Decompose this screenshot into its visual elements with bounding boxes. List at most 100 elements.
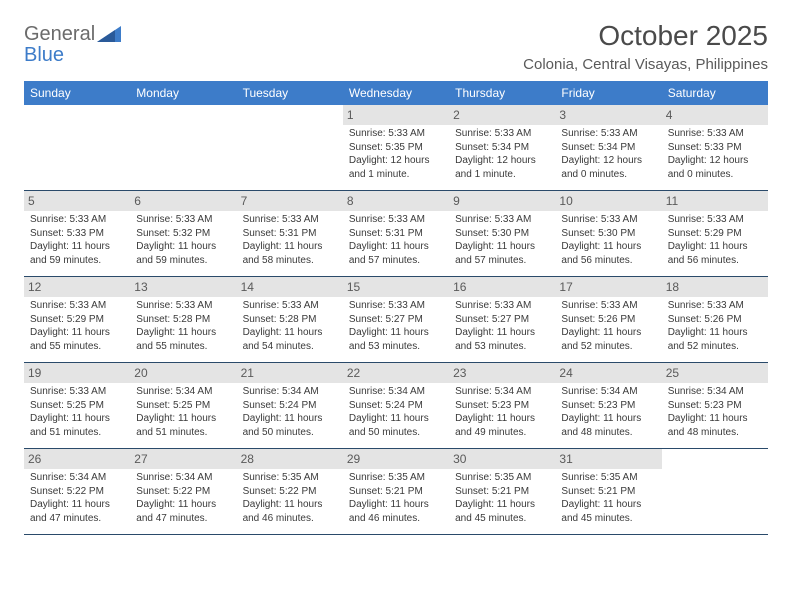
sunset-text: Sunset: 5:32 PM [136, 227, 230, 241]
sunrise-text: Sunrise: 5:33 AM [136, 213, 230, 227]
day-number: 16 [449, 277, 555, 297]
cell-body: Sunrise: 5:33 AMSunset: 5:26 PMDaylight:… [559, 299, 657, 353]
cell-body: Sunrise: 5:34 AMSunset: 5:24 PMDaylight:… [347, 385, 445, 439]
daylight-text: Daylight: 11 hours and 49 minutes. [455, 412, 549, 439]
calendar-week-row: 19Sunrise: 5:33 AMSunset: 5:25 PMDayligh… [24, 363, 768, 449]
sunrise-text: Sunrise: 5:33 AM [561, 213, 655, 227]
cell-body: Sunrise: 5:33 AMSunset: 5:25 PMDaylight:… [28, 385, 126, 439]
day-number: 12 [24, 277, 130, 297]
calendar-cell: 12Sunrise: 5:33 AMSunset: 5:29 PMDayligh… [24, 277, 130, 363]
day-number: 25 [662, 363, 768, 383]
day-number [130, 105, 236, 125]
cell-body: Sunrise: 5:35 AMSunset: 5:21 PMDaylight:… [347, 471, 445, 525]
dow-thursday: Thursday [449, 81, 555, 105]
daylight-text: Daylight: 11 hours and 53 minutes. [455, 326, 549, 353]
sunrise-text: Sunrise: 5:33 AM [455, 127, 549, 141]
cell-body: Sunrise: 5:33 AMSunset: 5:29 PMDaylight:… [666, 213, 764, 267]
day-number: 1 [343, 105, 449, 125]
day-number: 11 [662, 191, 768, 211]
day-number: 15 [343, 277, 449, 297]
daylight-text: Daylight: 11 hours and 46 minutes. [349, 498, 443, 525]
cell-body: Sunrise: 5:33 AMSunset: 5:35 PMDaylight:… [347, 127, 445, 181]
calendar-cell: 21Sunrise: 5:34 AMSunset: 5:24 PMDayligh… [237, 363, 343, 449]
sunset-text: Sunset: 5:26 PM [668, 313, 762, 327]
sunrise-text: Sunrise: 5:33 AM [349, 127, 443, 141]
calendar-cell: 22Sunrise: 5:34 AMSunset: 5:24 PMDayligh… [343, 363, 449, 449]
daylight-text: Daylight: 11 hours and 45 minutes. [561, 498, 655, 525]
calendar-cell: 11Sunrise: 5:33 AMSunset: 5:29 PMDayligh… [662, 191, 768, 277]
sunset-text: Sunset: 5:21 PM [349, 485, 443, 499]
sunrise-text: Sunrise: 5:35 AM [349, 471, 443, 485]
sunset-text: Sunset: 5:29 PM [668, 227, 762, 241]
cell-body: Sunrise: 5:34 AMSunset: 5:24 PMDaylight:… [241, 385, 339, 439]
calendar-cell: 15Sunrise: 5:33 AMSunset: 5:27 PMDayligh… [343, 277, 449, 363]
sunrise-text: Sunrise: 5:33 AM [30, 299, 124, 313]
cell-body: Sunrise: 5:33 AMSunset: 5:26 PMDaylight:… [666, 299, 764, 353]
sunrise-text: Sunrise: 5:33 AM [349, 299, 443, 313]
calendar-cell: 19Sunrise: 5:33 AMSunset: 5:25 PMDayligh… [24, 363, 130, 449]
calendar-cell: 31Sunrise: 5:35 AMSunset: 5:21 PMDayligh… [555, 449, 661, 535]
daylight-text: Daylight: 11 hours and 59 minutes. [136, 240, 230, 267]
calendar-cell: 13Sunrise: 5:33 AMSunset: 5:28 PMDayligh… [130, 277, 236, 363]
day-number: 18 [662, 277, 768, 297]
cell-body: Sunrise: 5:34 AMSunset: 5:23 PMDaylight:… [559, 385, 657, 439]
dow-sunday: Sunday [24, 81, 130, 105]
daylight-text: Daylight: 12 hours and 0 minutes. [561, 154, 655, 181]
day-number: 21 [237, 363, 343, 383]
month-title: October 2025 [523, 20, 768, 52]
calendar-week-row: 26Sunrise: 5:34 AMSunset: 5:22 PMDayligh… [24, 449, 768, 535]
calendar-cell: 26Sunrise: 5:34 AMSunset: 5:22 PMDayligh… [24, 449, 130, 535]
daylight-text: Daylight: 11 hours and 45 minutes. [455, 498, 549, 525]
daylight-text: Daylight: 11 hours and 50 minutes. [349, 412, 443, 439]
cell-body: Sunrise: 5:33 AMSunset: 5:32 PMDaylight:… [134, 213, 232, 267]
sunset-text: Sunset: 5:27 PM [455, 313, 549, 327]
day-number [662, 449, 768, 469]
calendar-cell: 14Sunrise: 5:33 AMSunset: 5:28 PMDayligh… [237, 277, 343, 363]
sunset-text: Sunset: 5:25 PM [136, 399, 230, 413]
daylight-text: Daylight: 11 hours and 55 minutes. [136, 326, 230, 353]
sunset-text: Sunset: 5:34 PM [561, 141, 655, 155]
sunset-text: Sunset: 5:33 PM [668, 141, 762, 155]
logo-text: General Blue [24, 24, 95, 66]
daylight-text: Daylight: 11 hours and 53 minutes. [349, 326, 443, 353]
calendar-cell: 3Sunrise: 5:33 AMSunset: 5:34 PMDaylight… [555, 105, 661, 191]
daylight-text: Daylight: 11 hours and 47 minutes. [30, 498, 124, 525]
sunset-text: Sunset: 5:35 PM [349, 141, 443, 155]
sunset-text: Sunset: 5:22 PM [30, 485, 124, 499]
day-number: 20 [130, 363, 236, 383]
cell-body: Sunrise: 5:33 AMSunset: 5:27 PMDaylight:… [453, 299, 551, 353]
sunset-text: Sunset: 5:29 PM [30, 313, 124, 327]
daylight-text: Daylight: 11 hours and 47 minutes. [136, 498, 230, 525]
sunset-text: Sunset: 5:21 PM [561, 485, 655, 499]
cell-body: Sunrise: 5:33 AMSunset: 5:33 PMDaylight:… [666, 127, 764, 181]
calendar-cell: 7Sunrise: 5:33 AMSunset: 5:31 PMDaylight… [237, 191, 343, 277]
sunset-text: Sunset: 5:22 PM [136, 485, 230, 499]
day-number: 14 [237, 277, 343, 297]
calendar-cell [237, 105, 343, 191]
cell-body: Sunrise: 5:33 AMSunset: 5:31 PMDaylight:… [347, 213, 445, 267]
daylight-text: Daylight: 11 hours and 51 minutes. [136, 412, 230, 439]
sunset-text: Sunset: 5:25 PM [30, 399, 124, 413]
sunrise-text: Sunrise: 5:33 AM [30, 213, 124, 227]
logo: General Blue [24, 20, 121, 66]
day-number: 22 [343, 363, 449, 383]
day-number: 8 [343, 191, 449, 211]
header: General Blue October 2025 Colonia, Centr… [24, 20, 768, 73]
calendar-cell: 25Sunrise: 5:34 AMSunset: 5:23 PMDayligh… [662, 363, 768, 449]
sunrise-text: Sunrise: 5:33 AM [30, 385, 124, 399]
dow-saturday: Saturday [662, 81, 768, 105]
calendar-cell: 29Sunrise: 5:35 AMSunset: 5:21 PMDayligh… [343, 449, 449, 535]
sunrise-text: Sunrise: 5:33 AM [455, 299, 549, 313]
sunrise-text: Sunrise: 5:34 AM [668, 385, 762, 399]
day-number: 29 [343, 449, 449, 469]
cell-body: Sunrise: 5:33 AMSunset: 5:34 PMDaylight:… [559, 127, 657, 181]
cell-body: Sunrise: 5:33 AMSunset: 5:33 PMDaylight:… [28, 213, 126, 267]
calendar-table: Sunday Monday Tuesday Wednesday Thursday… [24, 81, 768, 535]
title-block: October 2025 Colonia, Central Visayas, P… [523, 20, 768, 73]
sunset-text: Sunset: 5:23 PM [561, 399, 655, 413]
calendar-cell: 24Sunrise: 5:34 AMSunset: 5:23 PMDayligh… [555, 363, 661, 449]
calendar-cell: 16Sunrise: 5:33 AMSunset: 5:27 PMDayligh… [449, 277, 555, 363]
day-number: 27 [130, 449, 236, 469]
day-number: 10 [555, 191, 661, 211]
cell-body: Sunrise: 5:33 AMSunset: 5:28 PMDaylight:… [134, 299, 232, 353]
